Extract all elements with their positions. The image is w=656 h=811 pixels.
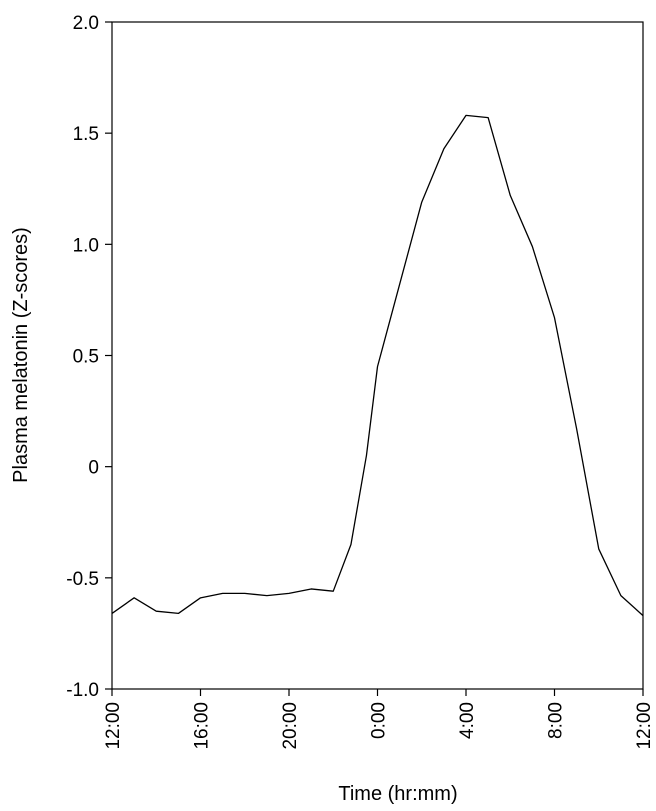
- x-tick-label: 12:00: [634, 702, 655, 750]
- x-tick-label: 0:00: [369, 702, 390, 739]
- x-tick-label: 20:00: [280, 702, 301, 750]
- x-axis-title: Time (hr:mm): [338, 783, 457, 805]
- x-tick-label: 12:00: [103, 702, 124, 750]
- y-tick-label: -0.5: [66, 569, 99, 590]
- x-tick-label: 16:00: [192, 702, 213, 750]
- y-axis: -1.0 -0.5 0 0.5 1.0 1.5 2.0: [66, 13, 112, 701]
- y-tick-label: -1.0: [66, 680, 99, 701]
- x-axis: 12:00 16:00 20:00 0:00 4:00 8:00 12:00: [103, 689, 655, 750]
- y-tick-label: 0: [88, 458, 99, 479]
- x-tick-label: 8:00: [546, 702, 567, 739]
- y-tick-label: 2.0: [73, 13, 99, 34]
- series-line-melatonin: [111, 114, 644, 617]
- plot-area-frame: [111, 21, 644, 690]
- y-tick-label: 0.5: [73, 347, 99, 368]
- x-tick-label: 4:00: [457, 702, 478, 739]
- y-tick-label: 1.0: [73, 235, 99, 256]
- y-tick-label: 1.5: [73, 124, 99, 145]
- y-axis-title: Plasma melatonin (Z-scores): [10, 227, 32, 483]
